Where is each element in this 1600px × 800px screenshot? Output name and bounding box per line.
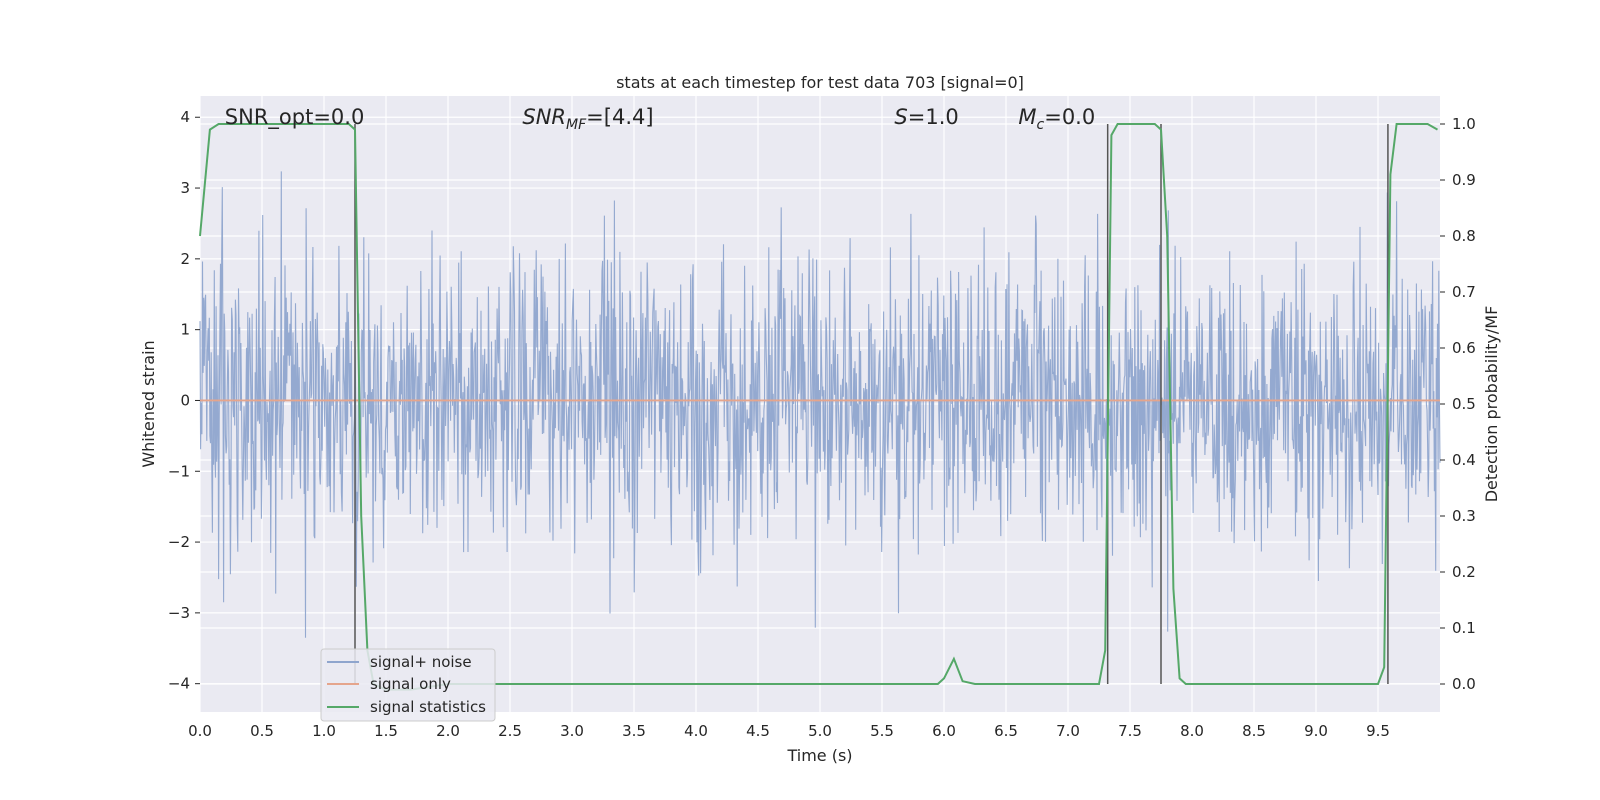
x-tick-labels: 0.0 0.5 1.0 1.5 2.0 2.5 3.0 3.5 4.0 4.5 5.0 5.5 6.0 6… bbox=[188, 722, 1390, 740]
series-signal-noise bbox=[199, 171, 1441, 638]
series-signal-statistics bbox=[199, 123, 1438, 691]
legend-label-signal-noise: signal+ noise bbox=[370, 653, 472, 671]
y2-tick-label: 0.5 bbox=[1452, 395, 1476, 413]
y-tick-label: 3 bbox=[180, 179, 190, 197]
legend-box bbox=[320, 648, 496, 722]
annotation-label: S=1.0 bbox=[894, 105, 958, 129]
noise-trace bbox=[199, 171, 1441, 638]
annotations: SNR_opt=0.0 SNRMF=[4.4] S=1.0 Mc=0.0 bbox=[225, 105, 1095, 133]
x-tick-label: 3.5 bbox=[622, 722, 646, 740]
y2-tick-label: 0.2 bbox=[1452, 563, 1476, 581]
x-tick-label: 8.5 bbox=[1242, 722, 1266, 740]
y2-tick-label: 1.0 bbox=[1452, 115, 1476, 133]
legend-label-signal-only: signal only bbox=[370, 675, 451, 693]
y2-tick-label: 0.4 bbox=[1452, 451, 1476, 469]
x-tick-label: 2.0 bbox=[436, 722, 460, 740]
x-tick-label: 4.0 bbox=[684, 722, 708, 740]
x-tick-label: 0.0 bbox=[188, 722, 212, 740]
x-tick-label: 1.0 bbox=[312, 722, 336, 740]
y2-tick-label: 0.7 bbox=[1452, 283, 1476, 301]
y2-axis-label: Detection probability/MF bbox=[1482, 306, 1501, 503]
y-tick-label: −3 bbox=[168, 604, 190, 622]
legend: signal+ noise signal only signal statist… bbox=[320, 648, 496, 722]
x-tick-label: 6.5 bbox=[994, 722, 1018, 740]
y2-tick-label: 0.8 bbox=[1452, 227, 1476, 245]
x-tick-label: 9.5 bbox=[1366, 722, 1390, 740]
x-tick-label: 0.5 bbox=[250, 722, 274, 740]
x-tick-label: 7.5 bbox=[1118, 722, 1142, 740]
x-tick-label: 4.5 bbox=[746, 722, 770, 740]
y2-tick-label: 0.6 bbox=[1452, 339, 1476, 357]
annotation-label: SNRMF=[4.4] bbox=[522, 105, 653, 133]
x-tick-label: 5.5 bbox=[870, 722, 894, 740]
x-tick-label: 9.0 bbox=[1304, 722, 1328, 740]
y-tick-label: 4 bbox=[180, 108, 190, 126]
y-tick-labels: −4 −3 −2 −1 0 1 2 3 4 bbox=[168, 108, 200, 693]
y-tick-label: 0 bbox=[180, 391, 190, 409]
x-tick-label: 5.0 bbox=[808, 722, 832, 740]
x-tick-label: 8.0 bbox=[1180, 722, 1204, 740]
x-tick-label: 3.0 bbox=[560, 722, 584, 740]
x-tick-label: 6.0 bbox=[932, 722, 956, 740]
y2-tick-label: 0.1 bbox=[1452, 619, 1476, 637]
y2-tick-labels: 0.0 0.1 0.2 0.3 0.4 0.5 0.6 0.7 0.8 0.9 1.0 bbox=[1440, 115, 1476, 693]
y-tick-label: −4 bbox=[168, 675, 190, 693]
x-tick-label: 7.0 bbox=[1056, 722, 1080, 740]
chart-title: stats at each timestep for test data 703… bbox=[616, 73, 1024, 92]
x-tick-label: 1.5 bbox=[374, 722, 398, 740]
y-tick-label: −2 bbox=[168, 533, 190, 551]
x-axis-label: Time (s) bbox=[786, 746, 852, 765]
annotation-label: Mc=0.0 bbox=[1018, 105, 1095, 133]
y-axis-label: Whitened strain bbox=[139, 340, 158, 467]
y-tick-label: −1 bbox=[168, 462, 190, 480]
legend-label-signal-statistics: signal statistics bbox=[370, 698, 486, 716]
y-tick-label: 2 bbox=[180, 250, 190, 268]
y2-tick-label: 0.0 bbox=[1452, 675, 1476, 693]
y2-tick-label: 0.3 bbox=[1452, 507, 1476, 525]
y2-tick-label: 0.9 bbox=[1452, 171, 1476, 189]
annotation-label: SNR_opt=0.0 bbox=[225, 105, 365, 130]
y-tick-label: 1 bbox=[180, 321, 190, 339]
x-tick-label: 2.5 bbox=[498, 722, 522, 740]
